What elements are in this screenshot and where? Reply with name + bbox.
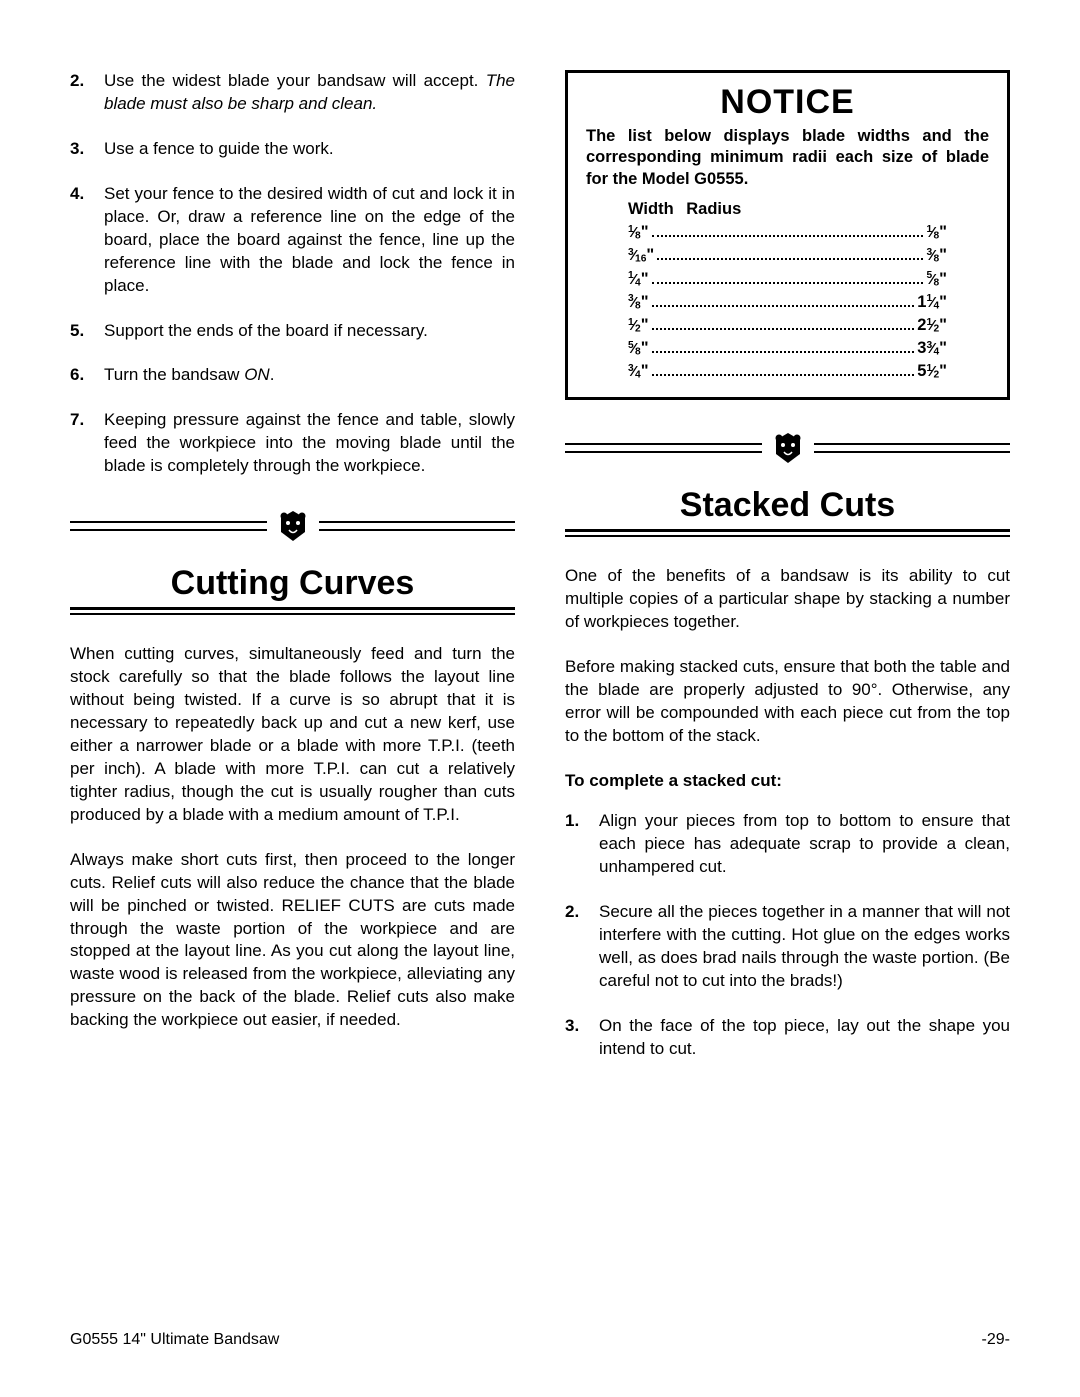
footer-page-number: -29- bbox=[982, 1331, 1010, 1349]
step-text: Secure all the pieces together in a mann… bbox=[599, 901, 1010, 993]
notice-description: The list below displays blade widths and… bbox=[586, 126, 989, 190]
instruction-step: 5.Support the ends of the board if neces… bbox=[70, 320, 515, 343]
step-text: Use the widest blade your bandsaw will a… bbox=[104, 70, 515, 116]
instruction-step: 3.Use a fence to guide the work. bbox=[70, 138, 515, 161]
step-text: Keeping pressure against the fence and t… bbox=[104, 409, 515, 478]
width-value: 1⁄2" bbox=[628, 314, 649, 337]
instruction-step: 2.Use the widest blade your bandsaw will… bbox=[70, 70, 515, 116]
page: 2.Use the widest blade your bandsaw will… bbox=[70, 70, 1010, 1083]
instruction-step: 2.Secure all the pieces together in a ma… bbox=[565, 901, 1010, 993]
notice-table-body: 1⁄8"1⁄8"3⁄16"3⁄8"1⁄4"5⁄8"3⁄8"11⁄4"1⁄2"21… bbox=[586, 221, 989, 383]
dot-leader bbox=[652, 282, 924, 284]
title-underline bbox=[565, 529, 1010, 537]
width-value: 5⁄8" bbox=[628, 337, 649, 360]
table-row: 3⁄16" 3⁄8" bbox=[628, 244, 947, 267]
step-number: 3. bbox=[565, 1015, 599, 1061]
stacked-cuts-para-1: One of the benefits of a bandsaw is its … bbox=[565, 565, 1010, 634]
stacked-cuts-subhead: To complete a stacked cut: bbox=[565, 770, 1010, 793]
footer-model: G0555 14" Ultimate Bandsaw bbox=[70, 1331, 279, 1349]
dot-leader bbox=[652, 374, 915, 376]
step-text: Support the ends of the board if necessa… bbox=[104, 320, 515, 343]
left-column: 2.Use the widest blade your bandsaw will… bbox=[70, 70, 515, 1083]
stacked-cuts-steps: 1.Align your pieces from top to bottom t… bbox=[565, 810, 1010, 1060]
radius-value: 51⁄2" bbox=[917, 360, 947, 383]
cutting-curves-para-2: Always make short cuts first, then proce… bbox=[70, 849, 515, 1033]
width-value: 3⁄8" bbox=[628, 291, 649, 314]
radius-value: 5⁄8" bbox=[926, 268, 947, 291]
step-number: 1. bbox=[565, 810, 599, 879]
title-underline bbox=[70, 607, 515, 615]
section-title-stacked-cuts: Stacked Cuts bbox=[565, 486, 1010, 525]
instruction-step: 1.Align your pieces from top to bottom t… bbox=[565, 810, 1010, 879]
page-footer: G0555 14" Ultimate Bandsaw -29- bbox=[70, 1331, 1010, 1349]
table-row: 3⁄8" 11⁄4" bbox=[628, 291, 947, 314]
instruction-step: 3.On the face of the top piece, lay out … bbox=[565, 1015, 1010, 1061]
section-divider bbox=[70, 506, 515, 546]
step-text: Use a fence to guide the work. bbox=[104, 138, 515, 161]
step-text: Set your fence to the desired width of c… bbox=[104, 183, 515, 298]
notice-title: NOTICE bbox=[586, 83, 989, 122]
step-number: 3. bbox=[70, 138, 104, 161]
instruction-step: 4.Set your fence to the desired width of… bbox=[70, 183, 515, 298]
table-row: 1⁄2" 21⁄2" bbox=[628, 314, 947, 337]
radius-value: 11⁄4" bbox=[917, 291, 947, 314]
radius-value: 21⁄2" bbox=[917, 314, 947, 337]
dot-leader bbox=[657, 258, 923, 260]
step-text: On the face of the top piece, lay out th… bbox=[599, 1015, 1010, 1061]
instruction-list-top: 2.Use the widest blade your bandsaw will… bbox=[70, 70, 515, 478]
step-number: 7. bbox=[70, 409, 104, 478]
radius-value: 1⁄8" bbox=[926, 221, 947, 244]
step-number: 5. bbox=[70, 320, 104, 343]
dot-leader bbox=[652, 351, 915, 353]
width-value: 3⁄4" bbox=[628, 360, 649, 383]
step-number: 2. bbox=[70, 70, 104, 116]
step-text: Align your pieces from top to bottom to … bbox=[599, 810, 1010, 879]
bear-icon bbox=[275, 508, 311, 544]
cutting-curves-para-1: When cutting curves, simultaneously feed… bbox=[70, 643, 515, 827]
width-value: 1⁄4" bbox=[628, 268, 649, 291]
instruction-step: 6.Turn the bandsaw ON. bbox=[70, 364, 515, 387]
table-row: 1⁄4" 5⁄8" bbox=[628, 268, 947, 291]
step-text: Turn the bandsaw ON. bbox=[104, 364, 515, 387]
notice-box: NOTICE The list below displays blade wid… bbox=[565, 70, 1010, 400]
header-width: Width bbox=[628, 200, 674, 218]
instruction-step: 7.Keeping pressure against the fence and… bbox=[70, 409, 515, 478]
radius-value: 33⁄4" bbox=[917, 337, 947, 360]
section-title-cutting-curves: Cutting Curves bbox=[70, 564, 515, 603]
dot-leader bbox=[652, 235, 924, 237]
step-number: 6. bbox=[70, 364, 104, 387]
radius-value: 3⁄8" bbox=[926, 244, 947, 267]
table-row: 1⁄8" 1⁄8" bbox=[628, 221, 947, 244]
step-number: 2. bbox=[565, 901, 599, 993]
bear-icon bbox=[770, 430, 806, 466]
notice-table-header: Width Radius bbox=[628, 200, 989, 219]
step-number: 4. bbox=[70, 183, 104, 298]
width-value: 1⁄8" bbox=[628, 221, 649, 244]
header-radius: Radius bbox=[686, 200, 741, 218]
dot-leader bbox=[652, 328, 915, 330]
section-divider bbox=[565, 428, 1010, 468]
right-column: NOTICE The list below displays blade wid… bbox=[565, 70, 1010, 1083]
table-row: 5⁄8" 33⁄4" bbox=[628, 337, 947, 360]
table-row: 3⁄4" 51⁄2" bbox=[628, 360, 947, 383]
dot-leader bbox=[652, 305, 915, 307]
width-value: 3⁄16" bbox=[628, 244, 654, 267]
stacked-cuts-para-2: Before making stacked cuts, ensure that … bbox=[565, 656, 1010, 748]
